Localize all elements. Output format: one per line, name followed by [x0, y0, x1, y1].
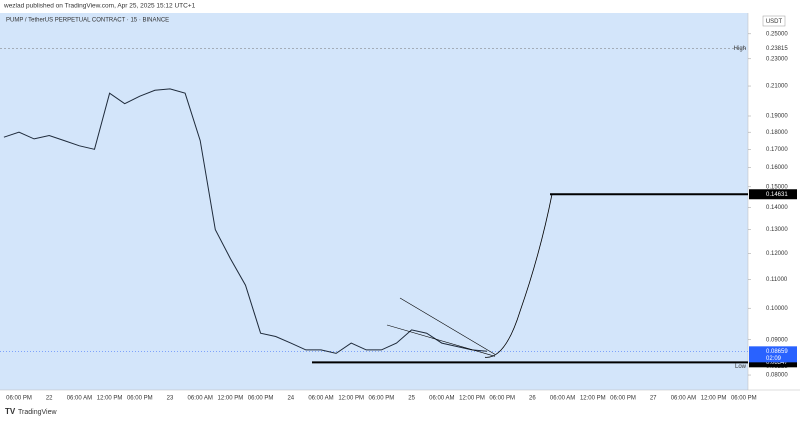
plot-bg: [0, 13, 748, 390]
price-line: [3, 88, 488, 354]
x-tick-label: 27: [650, 396, 657, 402]
y-tick-label: 0.25000: [766, 31, 788, 37]
low-label: Low: [735, 364, 747, 370]
y-tick-label: 0.12000: [766, 251, 788, 257]
x-tick-label: 12:00 PM: [580, 396, 606, 402]
x-tick-label: 24: [287, 396, 294, 402]
x-tick-label: 23: [167, 396, 174, 402]
y-tick-label: 0.23000: [766, 56, 788, 62]
x-tick-label: 06:00 PM: [369, 396, 395, 402]
x-tick-label: 12:00 PM: [338, 396, 364, 402]
high-label: High: [734, 46, 746, 52]
y-tick-label: 0.15000: [766, 184, 788, 190]
x-tick-label: 06:00 AM: [188, 396, 213, 402]
wedge-lower: [386, 324, 496, 357]
y-tick-label: 0.18000: [766, 130, 788, 136]
x-tick-label: 26: [529, 396, 536, 402]
x-tick-label: 06:00 AM: [671, 396, 696, 402]
currency: USDT: [766, 19, 783, 25]
x-tick-label: 06:00 PM: [731, 396, 757, 402]
chart-title: PUMP / TetherUS PERPETUAL CONTRACT · 15 …: [6, 18, 169, 24]
y-tick-label: 0.13000: [766, 227, 788, 233]
x-tick-label: 06:00 PM: [6, 396, 32, 402]
projection-curve: [484, 194, 553, 358]
y-tick-label: 0.14000: [766, 205, 788, 211]
y-tick-label: 0.16000: [766, 165, 788, 171]
current-value: 0.08659: [766, 349, 788, 355]
x-tick-label: 06:00 PM: [248, 396, 274, 402]
level-value: 0.14631: [766, 192, 788, 198]
x-tick-label: 06:00 AM: [308, 396, 333, 402]
x-tick-label: 06:00 AM: [550, 396, 575, 402]
high-value: 0.23815: [766, 46, 788, 52]
publish-header: wezlad published on TradingView.com, Apr…: [3, 3, 196, 10]
y-tick-label: 0.09000: [766, 337, 788, 343]
level-value: 0.08347: [766, 360, 788, 366]
x-tick-label: 12:00 PM: [218, 396, 244, 402]
y-tick-label: 0.10000: [766, 306, 788, 312]
footer-brand: TradingView: [18, 409, 57, 416]
x-tick-label: 06:00 PM: [489, 396, 515, 402]
y-tick-label: 0.17000: [766, 147, 788, 153]
x-tick-label: 06:00 AM: [67, 396, 92, 402]
currency-box: [762, 15, 786, 27]
level-box: [749, 189, 797, 200]
y-tick-label: 0.19000: [766, 114, 788, 120]
wedge-upper: [399, 297, 496, 355]
y-tick-label: 0.11000: [766, 277, 788, 283]
x-tick-label: 12:00 PM: [459, 396, 485, 402]
y-tick-label: 0.21000: [766, 84, 788, 90]
y-tick-label: 0.08000: [766, 373, 788, 379]
x-tick-label: 25: [408, 396, 415, 402]
countdown: 02:09: [766, 356, 782, 362]
x-tick-label: 06:00 AM: [429, 396, 454, 402]
x-tick-label: 22: [46, 396, 53, 402]
current-box: [749, 346, 797, 363]
x-tick-label: 12:00 PM: [701, 396, 727, 402]
logo-mark: TV: [5, 407, 16, 416]
x-tick-label: 06:00 PM: [127, 396, 153, 402]
x-tick-label: 12:00 PM: [97, 396, 123, 402]
x-tick-label: 06:00 PM: [610, 396, 636, 402]
